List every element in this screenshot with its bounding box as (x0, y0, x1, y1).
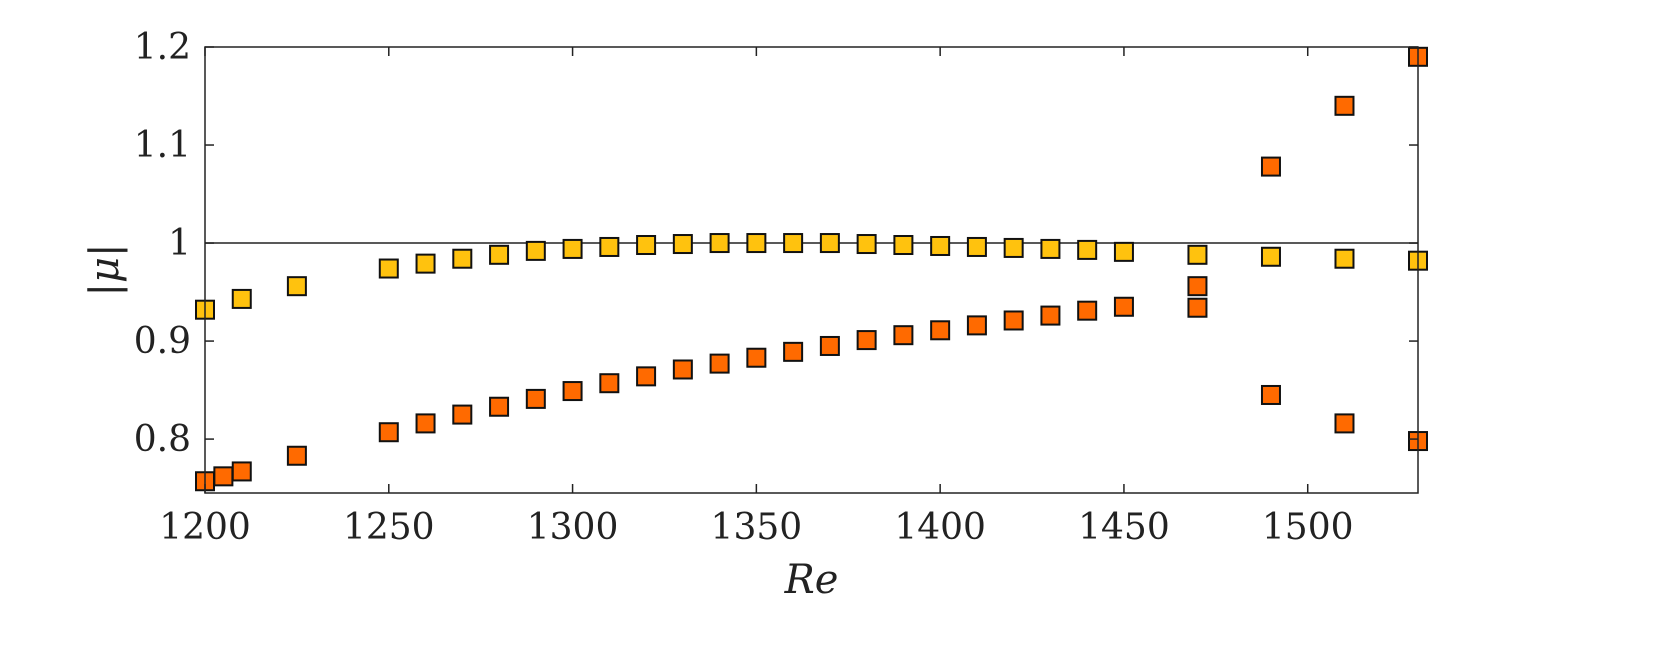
data-point-lower (1260, 156, 1281, 177)
data-point-lower (930, 320, 951, 341)
data-point-lower (1187, 297, 1208, 318)
data-point-upper (1040, 238, 1061, 259)
data-point-lower (709, 353, 730, 374)
plot-frame (204, 46, 1419, 494)
data-point-lower (746, 347, 767, 368)
data-point-lower (856, 330, 877, 351)
data-point-upper (231, 288, 252, 309)
data-point-lower (286, 445, 307, 466)
y-tick-label: 1.2 (134, 27, 191, 68)
data-point-upper (489, 244, 510, 265)
data-point-upper (930, 235, 951, 256)
data-point-lower (966, 315, 987, 336)
x-tick-label: 1250 (343, 507, 435, 548)
data-point-lower (599, 373, 620, 394)
data-point-lower (489, 396, 510, 417)
data-point-upper (1187, 244, 1208, 265)
y-axis-label: |μ| (82, 244, 128, 297)
data-point-lower (1260, 384, 1281, 405)
data-point-lower (562, 381, 583, 402)
data-point-lower (452, 404, 473, 425)
data-point-upper (1334, 248, 1355, 269)
data-point-upper (819, 233, 840, 254)
data-point-upper (525, 240, 546, 261)
data-point-upper (893, 235, 914, 256)
data-point-lower (672, 359, 693, 380)
data-point-upper (672, 234, 693, 255)
data-point-lower (525, 388, 546, 409)
data-point-lower (1334, 95, 1355, 116)
data-point-lower (1077, 300, 1098, 321)
data-point-upper (562, 238, 583, 259)
y-tick-label: 0.9 (134, 321, 191, 362)
data-point-upper (746, 233, 767, 254)
data-point-upper (966, 236, 987, 257)
data-point-lower (783, 341, 804, 362)
data-point-upper (378, 258, 399, 279)
data-point-lower (1003, 310, 1024, 331)
x-tick-label: 1400 (894, 507, 986, 548)
data-point-lower (819, 335, 840, 356)
data-point-lower (213, 466, 234, 487)
data-point-lower (415, 413, 436, 434)
data-point-upper (1113, 241, 1134, 262)
data-point-upper (286, 276, 307, 297)
data-point-lower (378, 422, 399, 443)
data-point-upper (636, 235, 657, 256)
data-point-upper (1003, 237, 1024, 258)
data-point-lower (231, 461, 252, 482)
x-axis-label: Re (784, 557, 839, 603)
data-point-upper (783, 233, 804, 254)
data-point-lower (636, 366, 657, 387)
data-point-upper (415, 253, 436, 274)
data-point-lower (1040, 305, 1061, 326)
data-point-upper (1077, 239, 1098, 260)
y-tick-label: 0.8 (134, 419, 191, 460)
y-tick-label: 1.1 (134, 125, 191, 166)
data-point-upper (1260, 246, 1281, 267)
data-point-upper (856, 234, 877, 255)
data-point-upper (709, 233, 730, 254)
x-tick-label: 1500 (1262, 507, 1354, 548)
x-tick-label: 1350 (711, 507, 803, 548)
data-point-lower (1334, 413, 1355, 434)
data-point-lower (1113, 296, 1134, 317)
data-point-lower (893, 325, 914, 346)
x-tick-label: 1450 (1078, 507, 1170, 548)
markers (195, 46, 1428, 492)
data-point-upper (452, 248, 473, 269)
data-point-upper (599, 236, 620, 257)
x-tick-label: 1300 (527, 507, 619, 548)
y-tick-label: 1 (168, 223, 191, 264)
x-tick-label: 1200 (159, 507, 251, 548)
axes: 1200 1250 1300 1350 1400 1450 1500 0.8 0.9 1 1.1 1.… (134, 27, 1419, 548)
data-point-lower (1187, 276, 1208, 297)
